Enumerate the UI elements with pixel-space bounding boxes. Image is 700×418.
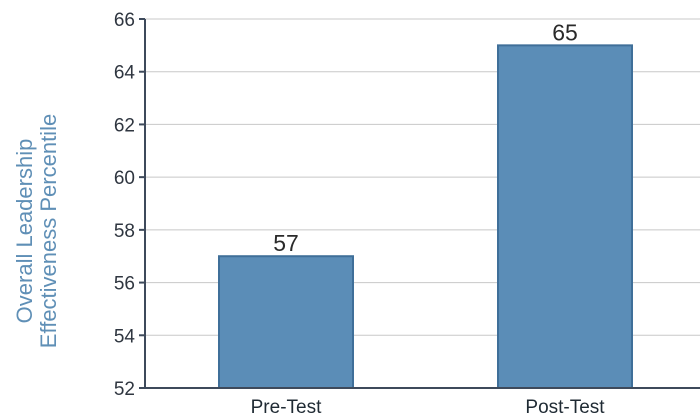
- data-labels: 57 65: [273, 19, 578, 256]
- y-tick-label: 58: [114, 221, 135, 242]
- axes: [139, 18, 700, 389]
- bar-pre-test: [218, 255, 354, 390]
- y-tick-label: 56: [114, 274, 135, 295]
- x-category-label: Pre-Test: [251, 397, 322, 418]
- bar-post-test: [497, 44, 633, 389]
- bars: [218, 44, 633, 390]
- y-tick-labels: 52 54 56 58 60 62 64 66: [114, 10, 136, 400]
- y-axis-title-line-2: Effectiveness Percentile: [36, 114, 61, 348]
- y-axis-title: Overall Leadership Effectiveness Percent…: [12, 114, 61, 348]
- y-axis-title-line-1: Overall Leadership: [12, 139, 37, 324]
- y-tick-label: 62: [114, 115, 135, 136]
- y-tick-label: 54: [114, 326, 136, 347]
- y-tick-label: 60: [114, 168, 135, 189]
- bar-value-label: 65: [552, 19, 578, 45]
- x-category-label: Post-Test: [525, 397, 605, 418]
- y-tick-label: 66: [114, 10, 135, 31]
- y-tick-label: 52: [114, 379, 135, 400]
- bar-value-label: 57: [273, 230, 299, 256]
- y-tick-label: 64: [114, 63, 136, 84]
- x-category-labels: Pre-Test Post-Test: [251, 397, 606, 418]
